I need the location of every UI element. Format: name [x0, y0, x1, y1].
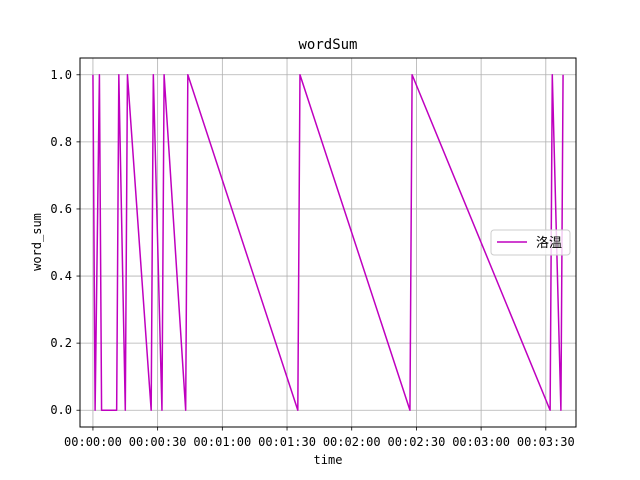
x-tick-label: 00:03:00 — [452, 435, 510, 449]
x-tick-label: 00:00:00 — [64, 435, 122, 449]
x-tick-label: 00:02:30 — [388, 435, 446, 449]
series-line — [92, 74, 564, 411]
y-axis-ticks: 0.0 0.2 0.4 0.6 0.8 1.0 — [50, 68, 80, 417]
x-tick-label: 00:00:30 — [129, 435, 187, 449]
x-tick-label: 00:01:00 — [193, 435, 251, 449]
chart-title: wordSum — [298, 37, 357, 53]
y-tick-label: 0.6 — [50, 202, 72, 216]
y-axis-label: word_sum — [30, 213, 44, 271]
y-tick-label: 0.4 — [50, 269, 72, 283]
y-tick-label: 1.0 — [50, 68, 72, 82]
series-lines — [92, 74, 564, 411]
y-tick-label: 0.2 — [50, 336, 72, 350]
y-tick-label: 0.0 — [50, 403, 72, 417]
x-tick-label: 00:03:30 — [517, 435, 575, 449]
x-axis-label: time — [314, 453, 343, 467]
legend-label: 洛温 — [536, 236, 562, 251]
y-tick-label: 0.8 — [50, 135, 72, 149]
legend: 洛温 — [490, 229, 571, 256]
legend-box — [490, 229, 571, 256]
x-tick-label: 00:01:30 — [258, 435, 316, 449]
x-tick-label: 00:02:00 — [323, 435, 381, 449]
x-axis-ticks: 00:00:00 00:00:30 00:01:00 00:01:30 00:02:00… — [64, 427, 575, 449]
plot-frame — [79, 57, 577, 428]
